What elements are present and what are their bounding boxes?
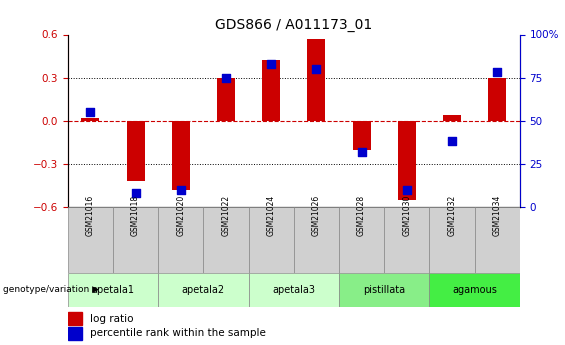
Bar [339,207,384,273]
Text: GSM21034: GSM21034 [493,195,502,237]
Title: GDS866 / A011173_01: GDS866 / A011173_01 [215,18,372,32]
Bar [262,60,280,121]
Bar [172,121,190,190]
Text: GSM21018: GSM21018 [131,195,140,237]
Point [221,75,231,80]
Bar [113,207,158,273]
Bar [68,312,81,325]
Text: GSM21016: GSM21016 [86,195,95,237]
Bar [384,207,429,273]
Bar [475,207,520,273]
Bar [158,273,249,307]
Bar [294,207,339,273]
Text: GSM21020: GSM21020 [176,195,185,237]
Text: percentile rank within the sample: percentile rank within the sample [89,328,266,338]
Bar [429,207,475,273]
Text: GSM21024: GSM21024 [267,195,276,237]
Bar [68,273,158,307]
Text: log ratio: log ratio [89,314,133,324]
Bar [249,207,294,273]
Bar [353,121,371,149]
Text: GSM21022: GSM21022 [221,195,231,237]
Text: apetala2: apetala2 [182,285,225,295]
Bar [398,121,416,200]
Bar [429,273,520,307]
Point [402,187,411,193]
Bar [81,118,99,121]
Point [447,139,457,144]
Text: GSM21032: GSM21032 [447,195,457,237]
Text: GSM21026: GSM21026 [312,195,321,237]
Bar [127,121,145,181]
Text: apetala3: apetala3 [272,285,315,295]
Point [131,190,140,196]
Bar [68,207,113,273]
Point [357,149,366,155]
Text: GSM21030: GSM21030 [402,195,411,237]
Point [312,66,321,72]
Text: agamous: agamous [452,285,497,295]
Bar [307,39,325,121]
Bar [203,207,249,273]
Bar [217,78,235,121]
Bar [68,327,81,340]
Point [86,109,95,115]
Text: genotype/variation ▶: genotype/variation ▶ [3,285,99,294]
Point [267,61,276,67]
Text: apetala1: apetala1 [92,285,134,295]
Bar [249,273,339,307]
Text: pistillata: pistillata [363,285,405,295]
Bar [158,207,203,273]
Bar [488,78,506,121]
Point [176,187,185,193]
Text: GSM21028: GSM21028 [357,195,366,237]
Bar [443,115,461,121]
Point [493,70,502,75]
Bar [339,273,429,307]
